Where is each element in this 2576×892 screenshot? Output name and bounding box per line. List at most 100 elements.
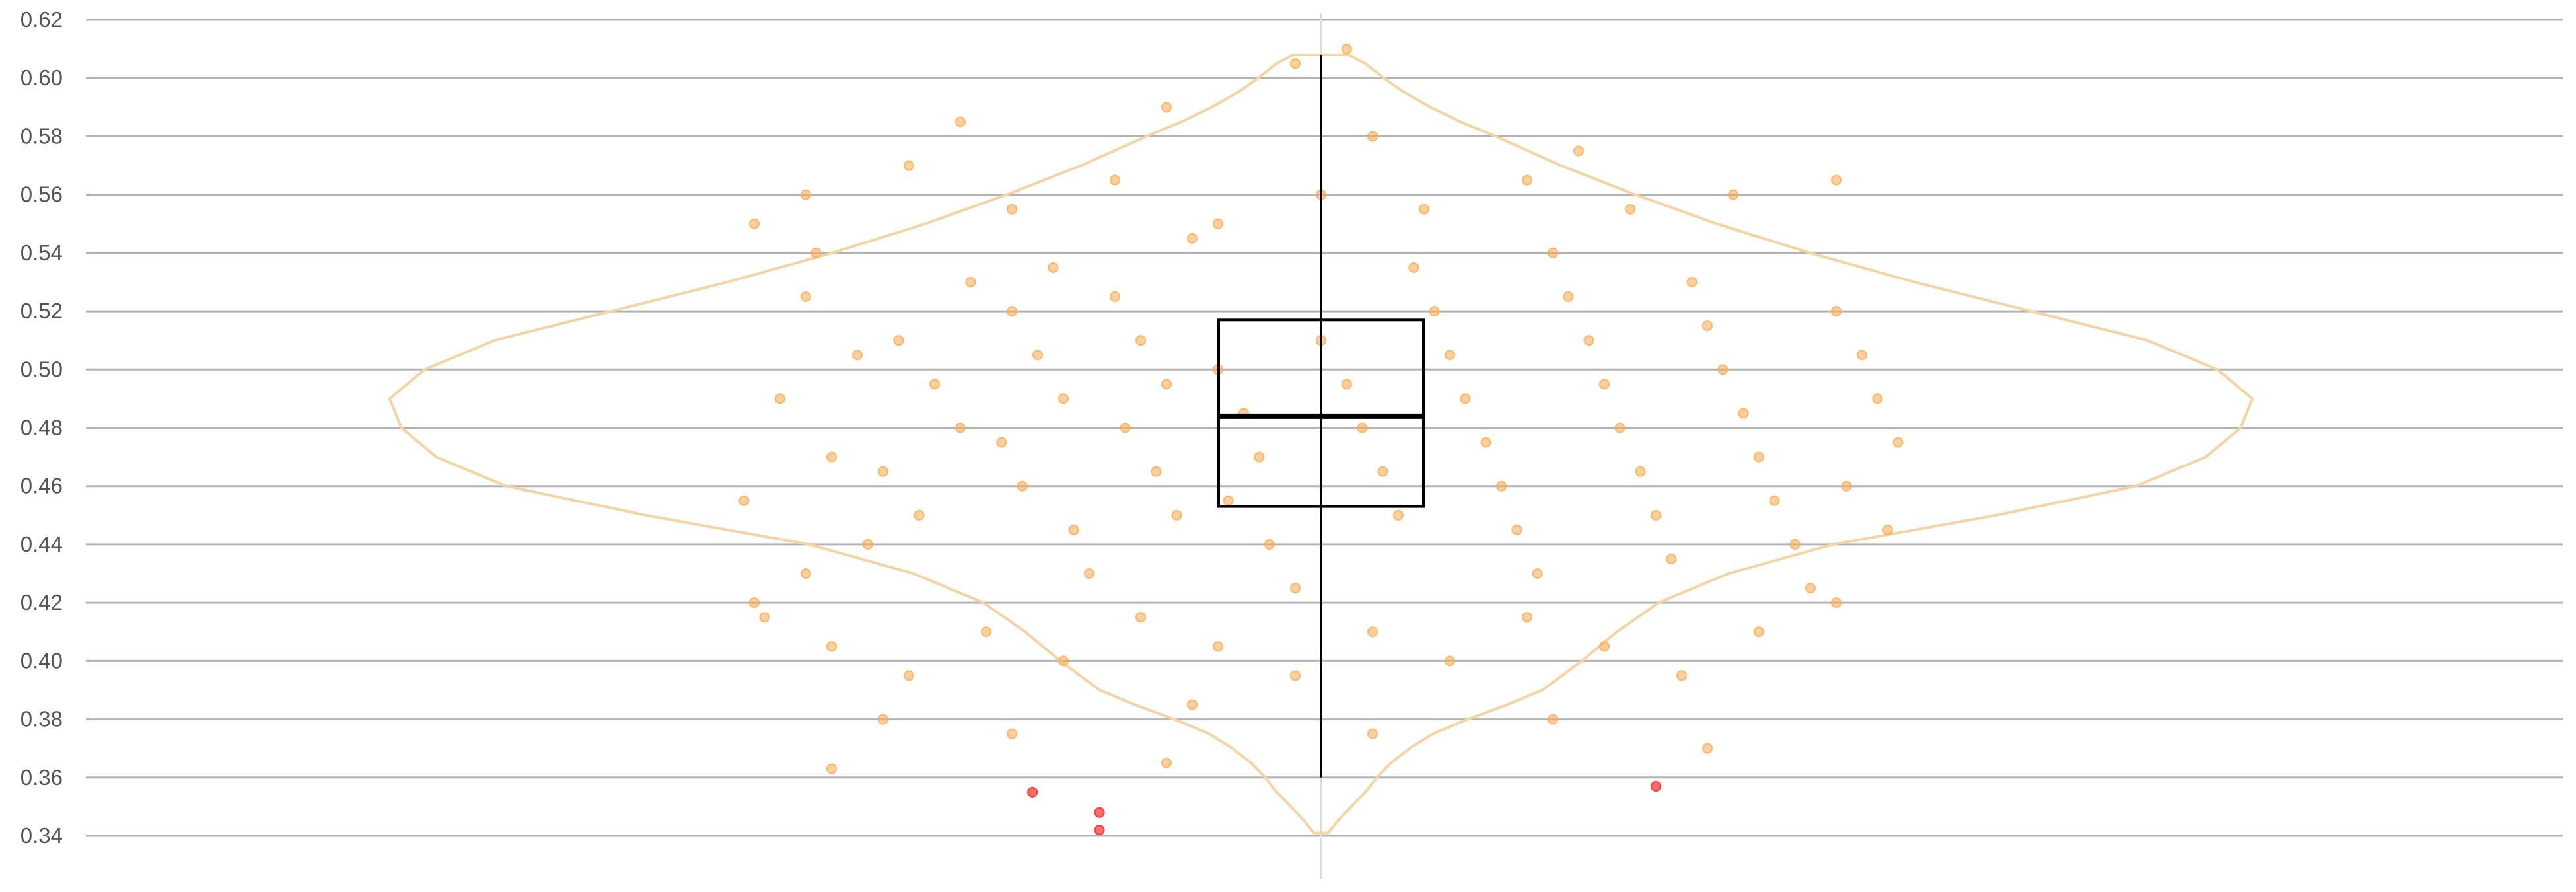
data-point — [1110, 174, 1120, 186]
data-point — [1223, 495, 1234, 506]
data-point — [1548, 714, 1558, 725]
data-point — [1496, 480, 1507, 492]
outlier-point — [1094, 825, 1105, 836]
y-tick-label: 0.42 — [20, 590, 63, 614]
data-point — [1702, 320, 1713, 332]
data-point — [1789, 539, 1801, 550]
data-point — [1599, 379, 1610, 390]
data-point — [1614, 422, 1626, 433]
data-point — [826, 763, 837, 774]
data-point — [1805, 583, 1816, 594]
y-tick-label: 0.38 — [20, 707, 63, 731]
data-point — [981, 626, 991, 638]
data-point — [826, 451, 837, 463]
data-point — [1007, 204, 1017, 215]
data-point — [878, 466, 888, 477]
data-point — [801, 568, 811, 579]
data-point — [1048, 262, 1059, 273]
data-point — [1651, 509, 1661, 521]
data-point — [904, 670, 914, 681]
y-tick-label: 0.40 — [20, 648, 63, 673]
data-point — [1872, 393, 1883, 404]
data-point — [1892, 437, 1904, 448]
data-point — [1120, 422, 1131, 433]
data-point — [749, 218, 760, 229]
y-tick-label: 0.44 — [20, 532, 63, 556]
data-point — [1831, 597, 1842, 609]
data-point — [1573, 145, 1584, 157]
data-point — [1445, 350, 1455, 361]
data-point — [862, 539, 873, 550]
data-point — [1522, 174, 1532, 186]
data-point — [1367, 728, 1378, 739]
data-point — [1429, 306, 1440, 317]
data-point — [1857, 350, 1867, 361]
data-point — [801, 291, 811, 303]
data-point — [929, 379, 940, 390]
data-point — [1831, 306, 1842, 317]
y-tick-label: 0.36 — [20, 765, 63, 790]
data-point — [1110, 291, 1120, 303]
y-tick-label: 0.56 — [20, 182, 63, 207]
data-point — [996, 437, 1007, 448]
data-point — [1367, 131, 1378, 142]
data-point — [1511, 524, 1522, 535]
data-point — [1831, 174, 1842, 186]
data-point — [1367, 626, 1378, 638]
data-point — [1342, 379, 1352, 390]
y-tick-label: 0.46 — [20, 474, 63, 498]
data-point — [1135, 335, 1146, 346]
outlier-point — [1651, 781, 1661, 792]
data-point — [1548, 247, 1558, 258]
outlier-point — [1094, 807, 1105, 818]
y-tick-label: 0.50 — [20, 357, 63, 381]
data-point — [1342, 44, 1352, 55]
data-point — [1290, 670, 1301, 681]
data-point — [1161, 379, 1172, 390]
data-point — [759, 612, 770, 623]
data-point — [1738, 408, 1749, 419]
data-point — [1445, 655, 1455, 667]
data-point — [826, 641, 837, 652]
y-tick-label: 0.34 — [20, 823, 63, 848]
data-point — [1084, 568, 1094, 579]
data-point — [1702, 743, 1713, 754]
data-point — [1213, 641, 1223, 652]
data-point — [1728, 189, 1738, 200]
data-point — [1377, 466, 1388, 477]
data-point — [1882, 524, 1893, 535]
data-point — [1635, 466, 1646, 477]
data-point — [893, 335, 904, 346]
data-point — [1290, 58, 1301, 69]
data-point — [810, 247, 822, 258]
outlier-point — [1027, 786, 1038, 798]
data-point — [1254, 451, 1265, 463]
violin-outline — [388, 53, 2254, 835]
data-point — [1599, 641, 1610, 652]
y-axis-tick-labels: 0.34 0.36 0.38 0.40 0.42 0.44 0.46 0.48 0.50 0.52… — [20, 7, 63, 848]
data-point — [1754, 451, 1764, 463]
data-point — [1017, 480, 1028, 492]
data-point — [1563, 291, 1574, 303]
data-point — [1717, 364, 1729, 375]
y-tick-label: 0.54 — [20, 241, 63, 265]
data-point — [955, 116, 966, 128]
data-point — [1213, 218, 1223, 229]
data-point — [1171, 509, 1182, 521]
data-point — [1151, 466, 1162, 477]
y-tick-label: 0.52 — [20, 299, 63, 323]
jitter-points — [738, 44, 1904, 774]
y-tick-label: 0.62 — [20, 7, 63, 32]
data-point — [749, 597, 760, 609]
data-point — [1161, 757, 1172, 768]
y-tick-label: 0.58 — [20, 124, 63, 148]
data-point — [913, 509, 925, 521]
data-point — [1007, 728, 1017, 739]
data-point — [1068, 524, 1079, 535]
data-point — [1007, 306, 1017, 317]
data-point — [1676, 670, 1687, 681]
data-point — [1460, 393, 1471, 404]
data-point — [852, 350, 863, 361]
